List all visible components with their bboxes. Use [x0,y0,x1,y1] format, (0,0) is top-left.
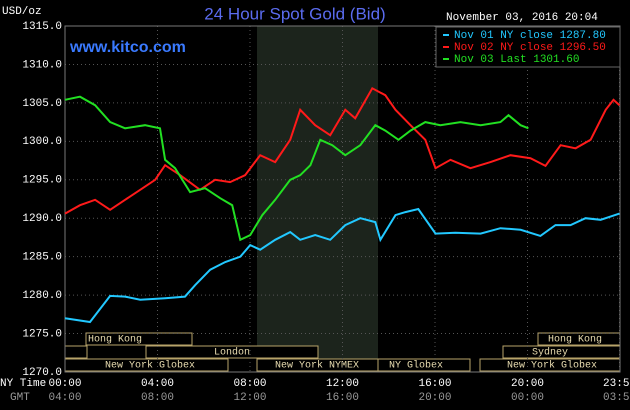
x-tick-label: 00:00 [48,378,81,390]
legend-label: Nov 02 NY close 1296.50 [454,42,606,54]
legend-label: Nov 01 NY close 1287.80 [454,30,606,42]
price-line [64,207,620,324]
x-tick-label: 23:59 [603,378,630,390]
x2-axis-label: GMT [10,392,30,404]
x2-tick-label: 20:00 [418,392,451,404]
session-label: NY Globex [389,360,443,372]
x2-tick-label: 08:00 [141,392,174,404]
x2-tick-label: 12:00 [233,392,266,404]
y-tick-label: 1300.0 [22,136,62,148]
x2-tick-label: 04:00 [48,392,81,404]
y-tick-label: 1315.0 [22,21,62,33]
y-tick-label: 1305.0 [22,98,62,110]
session-box [64,345,88,359]
sessions: Hong Kong London New York Globex New Yor… [64,332,621,372]
x-tick-label: 20:00 [511,378,544,390]
timestamp: November 03, 2016 20:04 [446,12,598,24]
x-tick-label: 04:00 [141,378,174,390]
x2-tick-label: 00:00 [511,392,544,404]
y-tick-label: 1280.0 [22,290,62,302]
session-label: Hong Kong [548,335,602,346]
x-axis-label: NY Time [0,378,46,390]
session-box [377,358,471,372]
y-tick-label: 1285.0 [22,252,62,264]
y-tick-label: 1270.0 [22,367,62,379]
x-tick-label: 12:00 [326,378,359,390]
session-box [145,345,319,359]
legend [435,26,621,68]
session-label: Sydney [532,347,568,359]
unit-label: USD/oz [2,6,42,18]
plot-frame [64,25,621,373]
x2-tick-label: 03:59 [603,392,630,404]
x-tick-label: 16:00 [418,378,451,390]
legend-label: Nov 03 Last 1301.60 [454,54,579,66]
session-label: New York Globex [105,360,195,372]
y-tick-label: 1275.0 [22,328,62,340]
session-label: New York NYMEX [275,360,359,372]
session-label: London [214,347,250,359]
session-box [85,332,193,346]
session-label: New York Globex [507,360,597,372]
y-tick-label: 1295.0 [22,175,62,187]
price-line [64,86,621,215]
y-tick-label: 1290.0 [22,213,62,225]
session-label: Hong Kong [88,335,142,346]
website: www.kitco.com [69,39,186,56]
price-line [64,95,529,242]
y-tick-label: 1310.0 [22,59,62,71]
chart-title: 24 Hour Spot Gold (Bid) [204,4,385,23]
session-highlight [257,26,378,372]
x2-tick-label: 16:00 [326,392,359,404]
x-tick-label: 08:00 [233,378,266,390]
